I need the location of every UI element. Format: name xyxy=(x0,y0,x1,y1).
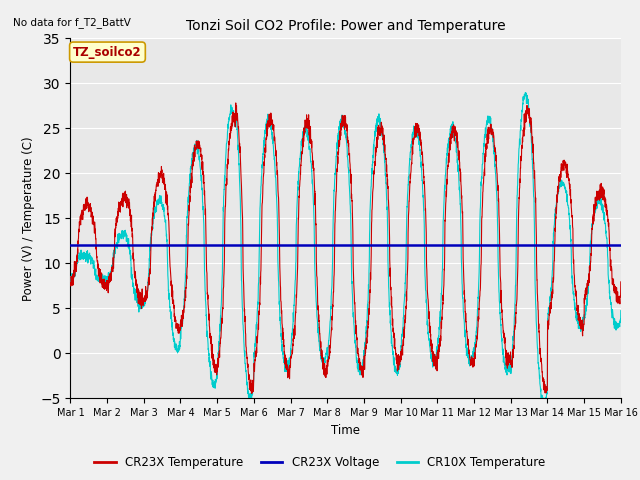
Text: TZ_soilco2: TZ_soilco2 xyxy=(73,46,142,59)
Text: No data for f_T2_BattV: No data for f_T2_BattV xyxy=(13,17,131,28)
Title: Tonzi Soil CO2 Profile: Power and Temperature: Tonzi Soil CO2 Profile: Power and Temper… xyxy=(186,19,506,33)
Y-axis label: Power (V) / Temperature (C): Power (V) / Temperature (C) xyxy=(22,136,35,300)
X-axis label: Time: Time xyxy=(331,424,360,437)
Legend: CR23X Temperature, CR23X Voltage, CR10X Temperature: CR23X Temperature, CR23X Voltage, CR10X … xyxy=(90,452,550,474)
